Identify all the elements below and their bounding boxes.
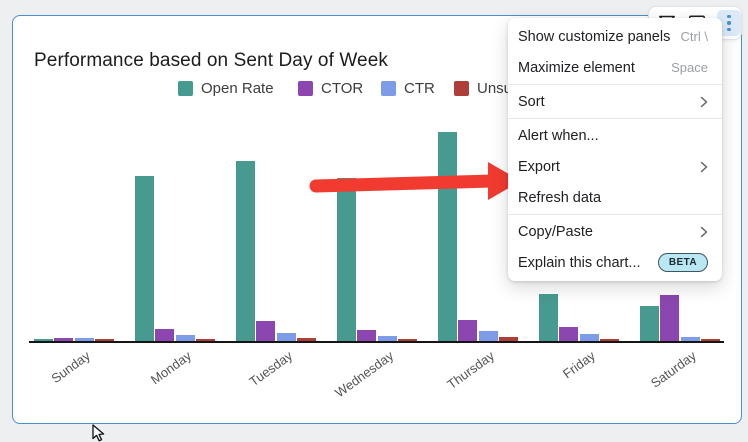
beta-badge: BETA — [657, 253, 708, 272]
menu-divider — [508, 84, 722, 85]
legend-swatch-unsubscribe — [454, 81, 469, 96]
legend-swatch-ctor — [298, 81, 313, 96]
bar-ctr-thursday[interactable] — [479, 331, 498, 341]
annotation-arrow — [309, 162, 521, 200]
x-label-monday: Monday — [148, 348, 195, 388]
chart-title: Performance based on Sent Day of Week — [34, 50, 388, 71]
legend-label: CTR — [404, 80, 435, 97]
menu-item-refresh-data[interactable]: Refresh data — [518, 189, 602, 206]
bar-ctr-monday[interactable] — [176, 335, 195, 341]
bar-ctor-monday[interactable] — [155, 329, 174, 341]
bar-ctr-wednesday[interactable] — [378, 336, 397, 341]
bar-unsub-tuesday[interactable] — [297, 338, 316, 341]
bar-unsub-wednesday[interactable] — [398, 338, 417, 341]
mouse-cursor-icon — [92, 424, 105, 442]
bar-unsub-friday[interactable] — [600, 338, 619, 341]
x-label-thursday: Thursday — [444, 348, 498, 392]
bar-ctor-wednesday[interactable] — [357, 330, 376, 341]
bar-ctor-saturday[interactable] — [660, 295, 679, 341]
bar-ctor-sunday[interactable] — [54, 338, 73, 341]
chevron-right-icon — [700, 226, 708, 238]
bar-ctor-friday[interactable] — [559, 327, 578, 341]
legend-swatch-open-rate — [178, 81, 193, 96]
menu-item-sort[interactable]: Sort — [508, 86, 722, 117]
menu-divider — [508, 118, 722, 119]
menu-item-show-customize-panels[interactable]: Show customize panels Ctrl \ — [518, 28, 708, 45]
bar-open-rate-monday[interactable] — [135, 176, 154, 341]
shortcut-hint: Space — [671, 60, 708, 75]
bar-ctr-saturday[interactable] — [681, 337, 700, 341]
context-menu: Show customize panels Ctrl \ Maximize el… — [508, 18, 722, 281]
x-axis-line — [29, 341, 724, 343]
bar-open-rate-tuesday[interactable] — [236, 161, 255, 341]
bar-open-rate-friday[interactable] — [539, 294, 558, 341]
bar-unsub-saturday[interactable] — [701, 338, 720, 341]
x-label-friday: Friday — [560, 348, 599, 382]
bar-open-rate-sunday[interactable] — [34, 338, 53, 341]
x-label-saturday: Saturday — [648, 348, 700, 391]
x-label-wednesday: Wednesday — [332, 348, 397, 401]
bar-unsub-sunday[interactable] — [95, 338, 114, 341]
chevron-right-icon — [700, 161, 708, 173]
bar-unsub-monday[interactable] — [196, 338, 215, 341]
bar-ctr-tuesday[interactable] — [277, 333, 296, 341]
kebab-dots — [727, 14, 731, 32]
menu-item-maximize-element[interactable]: Maximize element Space — [518, 59, 708, 76]
menu-divider — [508, 214, 722, 215]
menu-item-explain-this-chart[interactable]: Explain this chart... BETA — [508, 247, 722, 278]
bar-ctor-tuesday[interactable] — [256, 321, 275, 341]
shortcut-hint: Ctrl \ — [680, 29, 708, 44]
bar-ctr-friday[interactable] — [580, 334, 599, 341]
legend-label: Open Rate — [201, 80, 274, 97]
menu-item-copy-paste[interactable]: Copy/Paste — [508, 216, 722, 247]
legend-item-ctr[interactable]: CTR — [381, 80, 435, 97]
bar-ctor-thursday[interactable] — [458, 320, 477, 341]
bar-open-rate-saturday[interactable] — [640, 306, 659, 341]
bar-open-rate-wednesday[interactable] — [337, 178, 356, 341]
x-label-sunday: Sunday — [48, 348, 94, 387]
chevron-right-icon — [700, 96, 708, 108]
legend-swatch-ctr — [381, 81, 396, 96]
bar-unsub-thursday[interactable] — [499, 337, 518, 341]
menu-item-alert-when[interactable]: Alert when... — [518, 127, 599, 144]
bar-ctr-sunday[interactable] — [75, 338, 94, 341]
legend-item-open-rate[interactable]: Open Rate — [178, 80, 274, 97]
menu-item-export[interactable]: Export — [508, 151, 722, 182]
x-label-tuesday: Tuesday — [246, 348, 296, 390]
legend-label: CTOR — [321, 80, 364, 97]
legend-item-ctor[interactable]: CTOR — [298, 80, 363, 97]
